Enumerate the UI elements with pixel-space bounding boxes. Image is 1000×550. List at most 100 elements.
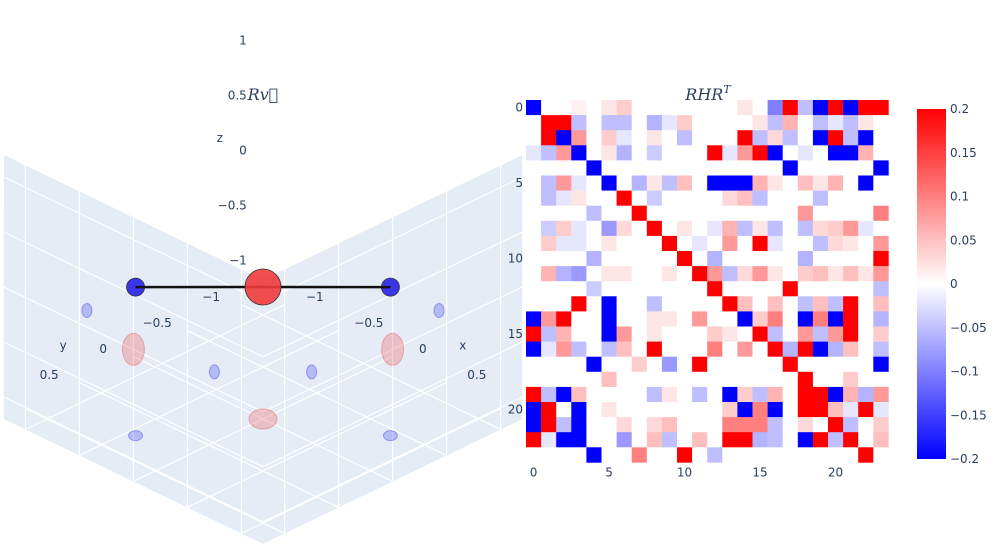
heatmap-cell [526, 160, 542, 176]
colorbar-tick-label: 0 [950, 277, 958, 291]
heatmap-cell [828, 266, 844, 282]
heatmap-cell [541, 417, 557, 433]
heatmap-cell [858, 175, 874, 191]
heatmap-cell [692, 130, 708, 146]
heatmap-cell [571, 115, 587, 131]
colorbar-tick-labels: 0.2 0.15 0.1 0.05 0 −0.05 −0.1 −0.15 −0.2 [950, 102, 987, 466]
heatmap-cell [797, 371, 814, 388]
heatmap-cell [586, 220, 602, 237]
heatmap-cell [556, 160, 572, 176]
heatmap-cell [646, 205, 663, 222]
heatmap-cell [828, 341, 844, 357]
heatmap-cell [707, 356, 723, 373]
heatmap-cell [541, 281, 557, 297]
heatmap-cell [843, 235, 859, 252]
heatmap-cell [677, 266, 693, 282]
heatmap-cell [782, 417, 799, 433]
heatmap-cell [797, 100, 814, 116]
heatmap-cell [722, 296, 738, 312]
heatmap-cell [541, 326, 557, 342]
heatmap-cell [752, 326, 768, 342]
heatmap-cell [646, 160, 663, 176]
heatmap-cell [782, 371, 799, 388]
heatmap-cell [737, 266, 753, 282]
heatmap-cell [797, 356, 814, 373]
heatmap-cell [797, 326, 814, 342]
heatmap-cell [616, 326, 632, 342]
heatmap-panel[interactable]: RHRT 0 5 10 15 20 0 5 10 15 20 0.2 0.15 0.1 0.05 0 −0.… [508, 83, 987, 479]
heatmap-cell [541, 447, 557, 463]
heatmap-cell [646, 251, 663, 267]
heatmap-cell [556, 175, 572, 191]
heatmap-cell [782, 311, 799, 327]
z-tick-label: 0.5 [228, 89, 247, 103]
heatmap-cell [601, 175, 617, 191]
heatmap-cell [782, 386, 799, 403]
heatmap-cell [737, 326, 753, 342]
heatmap-cell [601, 251, 617, 267]
heatmap-cell [873, 326, 889, 342]
heatmap-cell [737, 115, 753, 131]
heatmap-cell [677, 220, 693, 237]
heatmap-cell [556, 447, 572, 463]
heatmap-cell [571, 160, 587, 176]
heatmap-cell [797, 115, 814, 131]
heatmap-title: RHRT [684, 83, 732, 104]
heatmap-cell [797, 251, 814, 267]
heatmap-cell [631, 175, 648, 191]
heatmap-cell [767, 296, 783, 312]
heatmap-cell [873, 115, 889, 131]
heatmap-cell [586, 356, 602, 373]
heatmap-cell [858, 447, 874, 463]
heatmap-cell [556, 190, 572, 206]
heatmap-cell [571, 235, 587, 252]
heatmap-cell [737, 190, 753, 206]
gridline [3, 286, 264, 413]
heatmap-cell [677, 160, 693, 176]
heatmap-cell [677, 447, 693, 463]
heatmap-title-superscript: T [723, 83, 732, 96]
y-tick-label: 0.5 [40, 368, 59, 382]
heatmap-cell [722, 311, 738, 327]
z-tick-label: 0 [239, 144, 247, 158]
gridline [187, 382, 447, 508]
heatmap-cell [616, 190, 632, 206]
heatmap-cell [616, 402, 632, 418]
heatmap-cell [631, 205, 648, 222]
heatmap-cell [782, 205, 799, 222]
heatmap-cell [616, 145, 632, 161]
heatmap-cell [812, 326, 829, 342]
heatmap-cell [722, 235, 738, 252]
heatmap-cell [616, 296, 632, 312]
heatmap-cell [571, 190, 587, 206]
heatmap-cell [571, 417, 587, 433]
heatmap-cell [858, 417, 874, 433]
heatmap-cell [858, 115, 874, 131]
heatmap-cell [873, 251, 889, 267]
gridline [79, 382, 339, 508]
heatmap-cell [646, 356, 663, 373]
heatmap-cell [828, 281, 844, 297]
heatmap-cell [737, 386, 753, 403]
heatmap-cell [631, 402, 648, 418]
heatmap-cell [586, 235, 602, 252]
heatmap-cell [571, 447, 587, 463]
heatmap-cell [873, 386, 889, 403]
heatmap-cell [631, 417, 648, 433]
heatmap-cell [601, 130, 617, 146]
heatmap-cell [677, 311, 693, 327]
heatmap-cell [631, 145, 648, 161]
projection-yz-neighbor [433, 303, 445, 319]
heatmap-cell [707, 115, 723, 131]
heatmap-cell [616, 235, 632, 252]
heatmap-cell [556, 266, 572, 282]
heatmap-cell [707, 296, 723, 312]
heatmap-cell [677, 296, 693, 312]
heatmap-cell [752, 281, 768, 297]
heatmap-cell [556, 371, 572, 388]
heatmap-cell [707, 402, 723, 418]
heatmap-cell [722, 145, 738, 161]
heatmap-cell [858, 100, 874, 116]
heatmap-cell [526, 296, 542, 312]
